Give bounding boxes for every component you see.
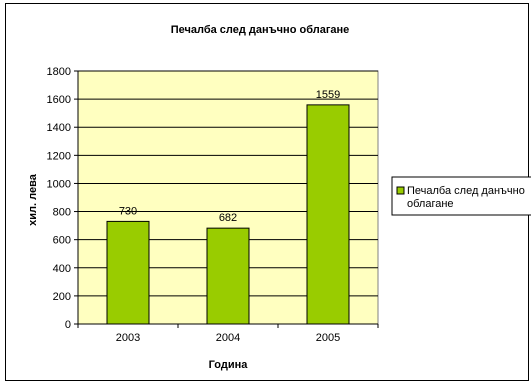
bar-2003 bbox=[106, 220, 150, 325]
y-tick-label: 600 bbox=[53, 235, 71, 247]
y-tick-label: 0 bbox=[65, 319, 71, 331]
y-tick-label: 400 bbox=[53, 263, 71, 275]
y-axis-title: хил. лева bbox=[27, 173, 39, 226]
legend-box bbox=[391, 176, 531, 216]
data-labels: 730 682 1559 bbox=[119, 89, 340, 224]
legend-swatch bbox=[396, 186, 405, 195]
bar-2005 bbox=[306, 104, 350, 325]
y-tick-label: 1400 bbox=[47, 122, 71, 134]
y-tick-label: 1000 bbox=[47, 178, 71, 190]
legend-label-line2: облагане bbox=[407, 198, 454, 210]
y-tick-label: 200 bbox=[53, 291, 71, 303]
y-tick-label: 1800 bbox=[47, 66, 71, 78]
y-tick-label: 1200 bbox=[47, 150, 71, 162]
legend: Печалба след данъчно облагане bbox=[391, 176, 531, 216]
y-tick-label: 1600 bbox=[47, 94, 71, 106]
data-label: 1559 bbox=[316, 89, 340, 101]
x-tick-label: 2005 bbox=[316, 332, 340, 344]
bars bbox=[106, 104, 350, 325]
bar-2004 bbox=[206, 227, 250, 325]
y-axis-ticks: 0 200 400 600 800 1000 1200 1400 1600 1800 bbox=[47, 66, 78, 331]
x-tick-label: 2004 bbox=[216, 332, 240, 344]
y-tick-label: 800 bbox=[53, 207, 71, 219]
x-tick-label: 2003 bbox=[116, 332, 140, 344]
x-axis-ticks: 2003 2004 2005 bbox=[77, 324, 379, 344]
legend-label-line1: Печалба след данъчно bbox=[407, 185, 525, 197]
data-label: 730 bbox=[119, 205, 137, 217]
x-axis-title: Година bbox=[209, 359, 249, 371]
data-label: 682 bbox=[219, 212, 237, 224]
chart-title: Печалба след данъчно облагане bbox=[171, 24, 350, 36]
